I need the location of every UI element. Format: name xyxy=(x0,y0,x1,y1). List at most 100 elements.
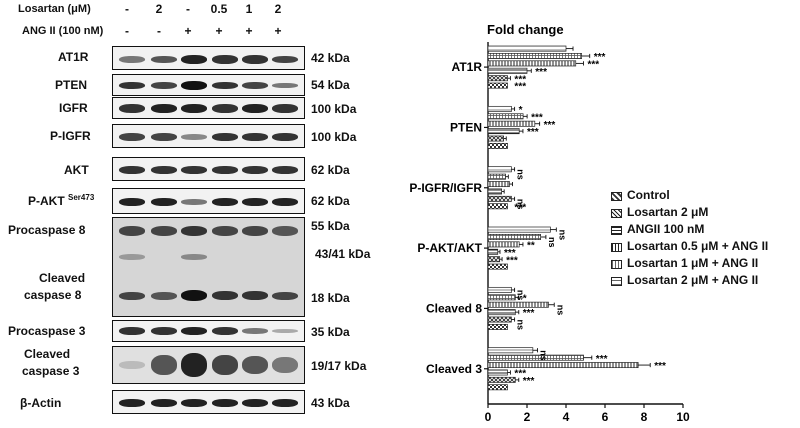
significance-label: *** xyxy=(514,202,526,213)
bar xyxy=(487,60,577,67)
blot-label-cleaved-caspase-8-line2: caspase 8 xyxy=(24,288,82,302)
blot-label-beta-actin: β-Actin xyxy=(20,396,62,410)
blot-label-at1r: AT1R xyxy=(58,50,89,64)
significance-label: * xyxy=(523,293,527,304)
blot-label-p-akt: P-AKT Ser473 xyxy=(28,193,95,208)
blot-strip xyxy=(112,188,305,214)
x-tick-label: 2 xyxy=(524,410,531,424)
kda-label: 43/41 kDa xyxy=(315,247,371,261)
legend-swatch xyxy=(611,192,622,201)
blot-label-cleaved-caspase-8: Cleaved xyxy=(39,271,86,285)
bar xyxy=(487,301,549,308)
bar xyxy=(487,384,508,391)
blot-label-cleaved-caspase-3-line2: caspase 3 xyxy=(22,364,80,378)
kda-label: 19/17 kDa xyxy=(311,359,367,373)
legend-label: Control xyxy=(627,188,670,202)
ang-value: + xyxy=(274,24,282,38)
blot-strip xyxy=(112,97,305,119)
blot-label-akt: AKT xyxy=(64,163,89,177)
blot-label-cleaved-caspase-3: Cleaved xyxy=(24,347,71,361)
bar xyxy=(487,128,520,135)
blot-strip xyxy=(112,390,305,414)
bar xyxy=(487,82,508,89)
blot-strip xyxy=(112,217,305,317)
blot-label-procaspase-8: Procaspase 8 xyxy=(8,223,86,237)
bar xyxy=(487,226,551,233)
x-tick-label: 10 xyxy=(676,410,690,424)
significance-label: *** xyxy=(587,60,599,71)
ang-value: - xyxy=(125,24,129,38)
significance-label: *** xyxy=(523,308,535,319)
blot-strip xyxy=(112,74,305,96)
significance-label: * xyxy=(519,105,523,116)
significance-label: ns xyxy=(555,305,565,316)
losartan-value: 0.5 xyxy=(210,2,228,16)
ang-label: ANG II (100 nM) xyxy=(22,25,104,37)
significance-label: *** xyxy=(523,376,535,387)
bar xyxy=(487,166,512,173)
legend-label: Losartan 1 μM + ANG II xyxy=(627,256,759,270)
significance-label: ns xyxy=(539,350,549,361)
bar xyxy=(487,323,508,330)
bar xyxy=(487,376,516,383)
blot-strip xyxy=(112,46,305,70)
blot-label-igfr: IGFR xyxy=(59,101,88,115)
significance-label: *** xyxy=(594,52,606,63)
category-label: PTEN xyxy=(450,120,482,134)
x-tick-label: 0 xyxy=(485,410,492,424)
legend-label: ANGII 100 nM xyxy=(627,222,705,236)
blot-label-procaspase-3: Procaspase 3 xyxy=(8,324,86,338)
category-label: Cleaved 8 xyxy=(426,301,482,315)
bar xyxy=(487,120,536,127)
significance-label: *** xyxy=(535,67,547,78)
kda-label: 100 kDa xyxy=(311,130,357,144)
kda-label: 100 kDa xyxy=(311,102,357,116)
losartan-value: - xyxy=(186,2,190,16)
legend-swatch xyxy=(611,260,622,269)
x-tick-label: 4 xyxy=(563,410,570,424)
kda-label: 55 kDa xyxy=(311,219,350,233)
blot-label-p-igfr: P-IGFR xyxy=(50,129,91,143)
legend-swatch xyxy=(611,277,622,286)
kda-label: 62 kDa xyxy=(311,194,350,208)
significance-label: *** xyxy=(514,74,526,85)
blot-strip xyxy=(112,346,305,384)
bar xyxy=(487,53,582,59)
bar xyxy=(487,286,512,293)
losartan-value: 1 xyxy=(245,2,253,16)
blot-strip xyxy=(112,124,305,148)
bar xyxy=(487,203,508,210)
significance-label: ns xyxy=(516,320,526,331)
blot-strip xyxy=(112,320,305,342)
category-label: AT1R xyxy=(452,60,483,74)
losartan-value: 2 xyxy=(155,2,163,16)
significance-label: *** xyxy=(527,127,539,138)
losartan-value: 2 xyxy=(274,2,282,16)
significance-label: ns xyxy=(547,237,557,248)
significance-label: ** xyxy=(527,241,535,252)
losartan-value: - xyxy=(125,2,129,16)
significance-label: ns xyxy=(516,199,526,210)
kda-label: 62 kDa xyxy=(311,163,350,177)
bar xyxy=(487,294,516,301)
bar xyxy=(487,135,504,142)
bar xyxy=(487,195,512,202)
ang-value: + xyxy=(184,24,192,38)
bar xyxy=(487,248,499,255)
x-tick-label: 6 xyxy=(602,410,609,424)
losartan-label: Losartan (μM) xyxy=(18,3,91,15)
kda-label: 35 kDa xyxy=(311,325,350,339)
significance-label: *** xyxy=(506,255,518,266)
bar xyxy=(487,316,512,323)
blot-strip xyxy=(112,157,305,181)
legend-label: Losartan 2 μM xyxy=(627,205,709,219)
x-tick-label: 8 xyxy=(641,410,648,424)
bar xyxy=(487,362,639,369)
chart-title: Fold change xyxy=(487,22,564,37)
bar xyxy=(487,67,528,74)
significance-label: ns xyxy=(516,169,526,180)
ang-value: + xyxy=(215,24,223,38)
category-label: P-AKT/AKT xyxy=(417,241,482,255)
significance-label: *** xyxy=(544,120,556,131)
